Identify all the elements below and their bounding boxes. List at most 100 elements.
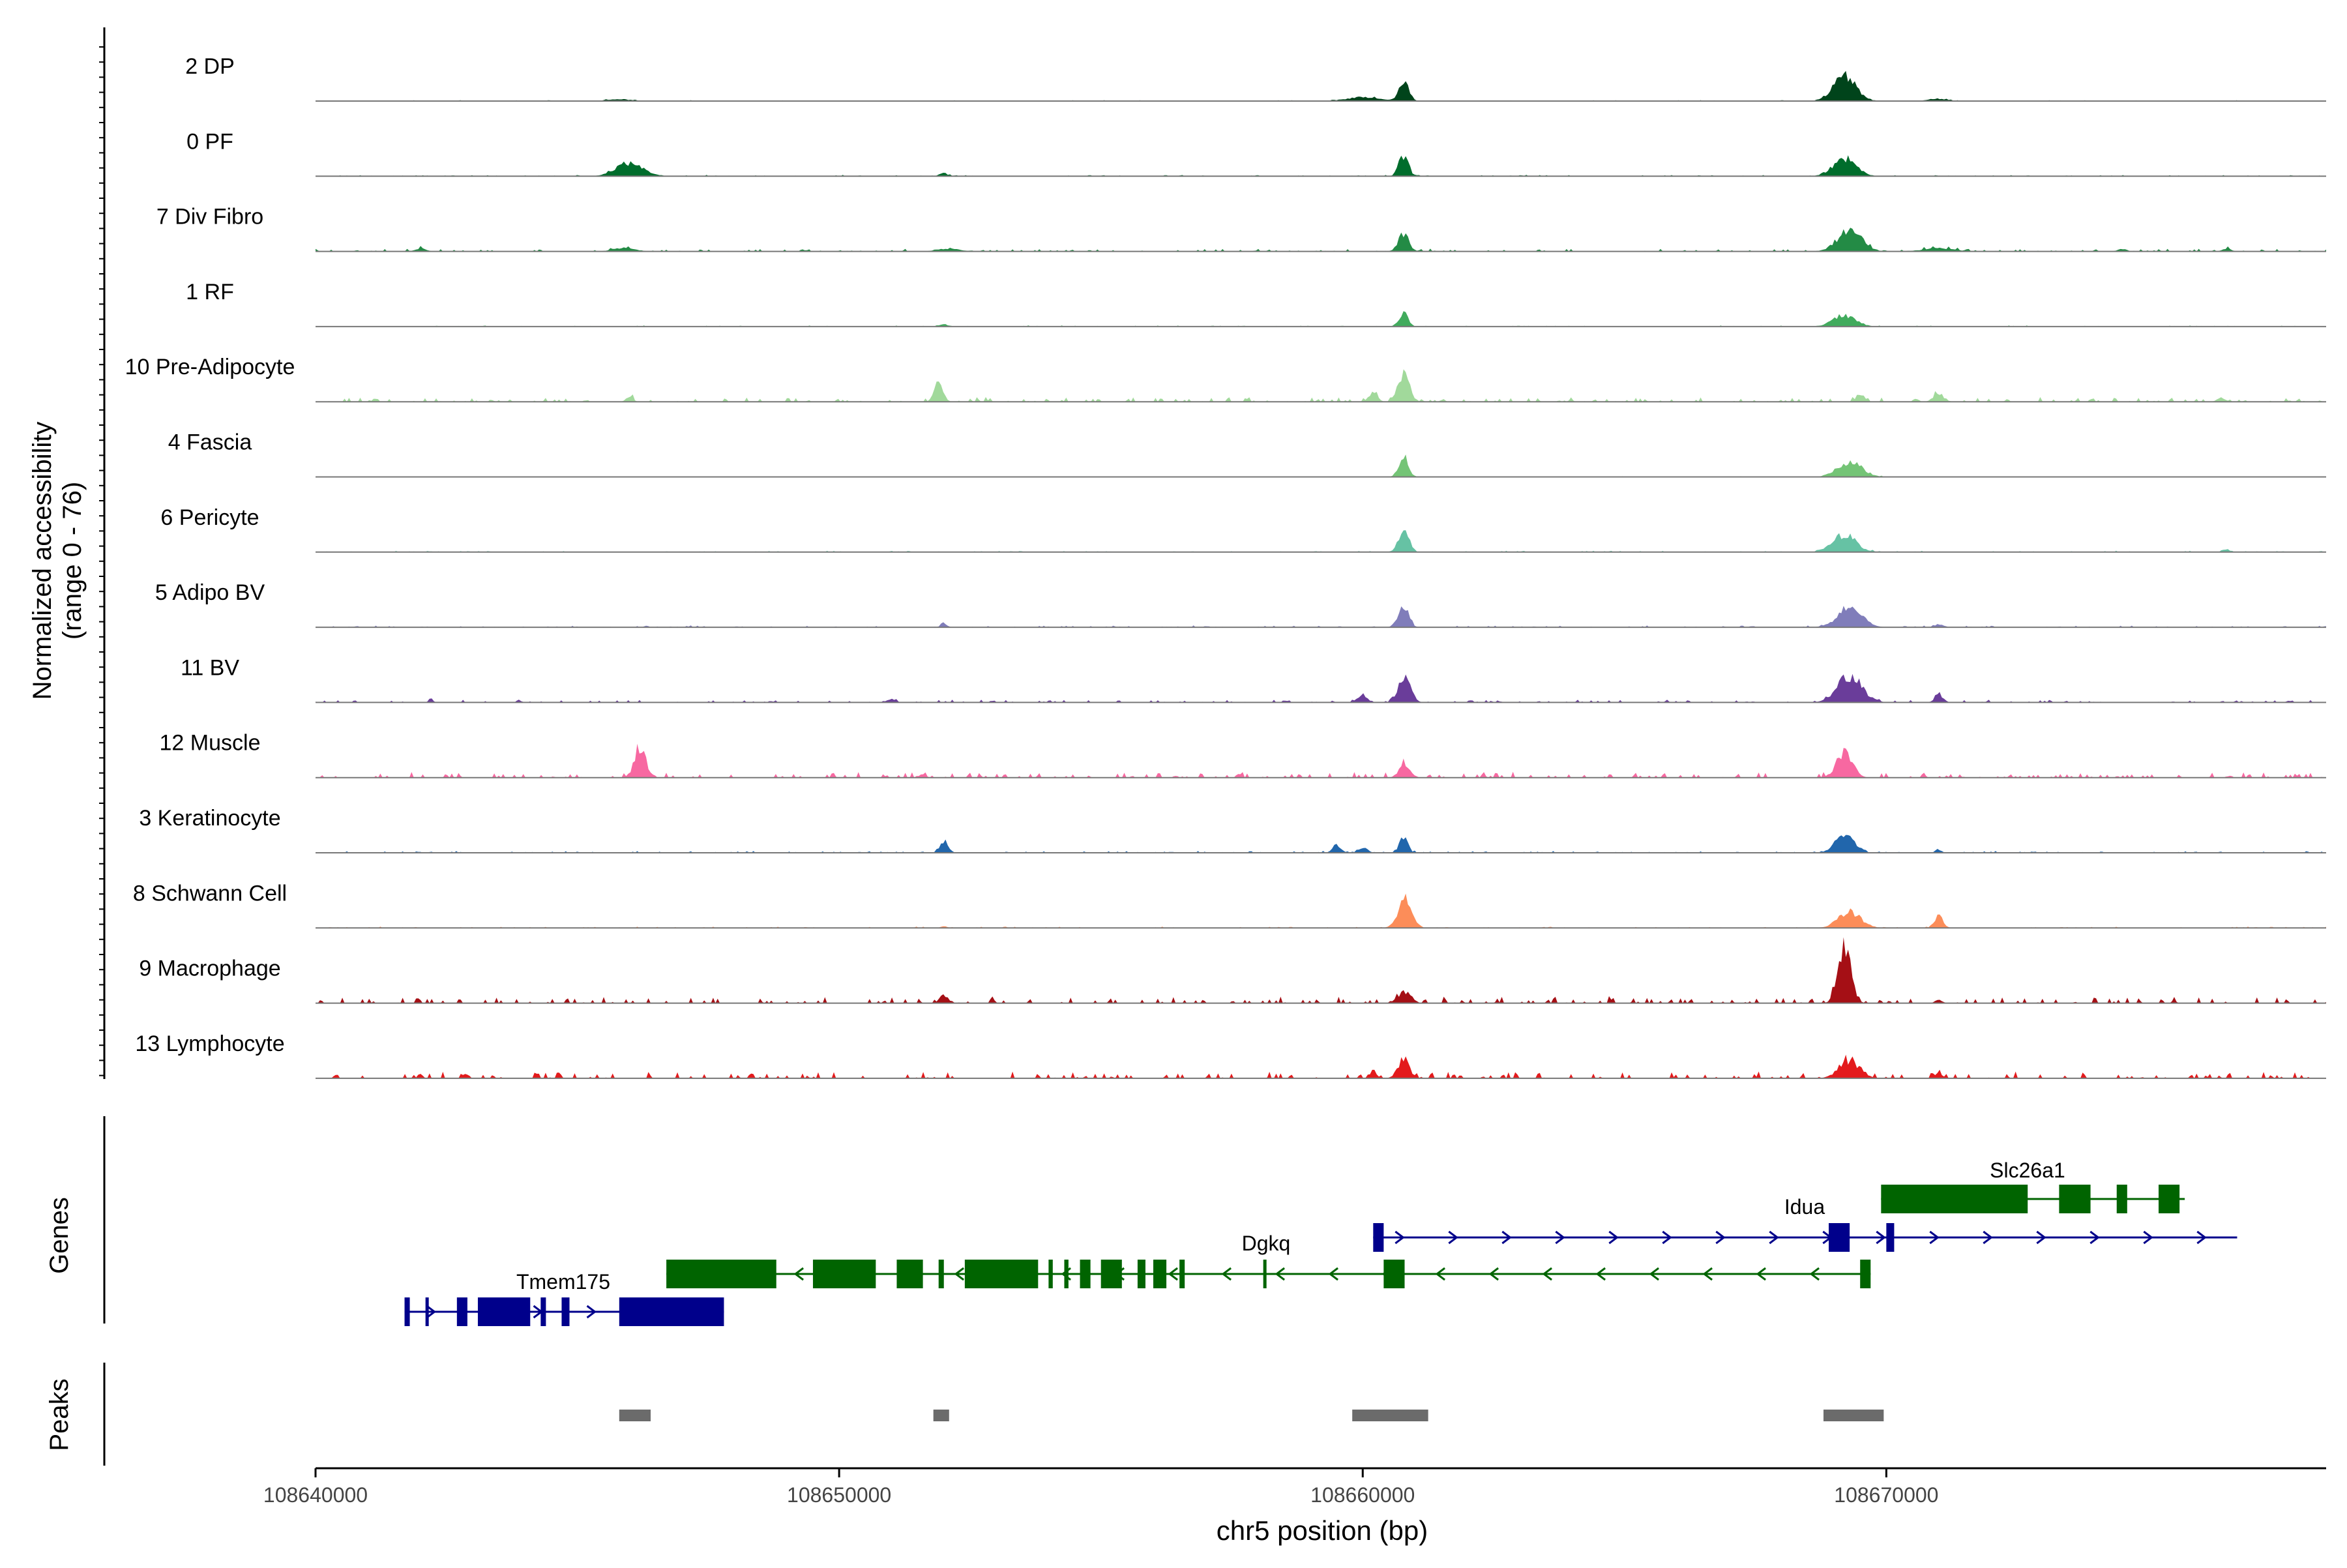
gene-slc26a1: Slc26a1 — [1881, 1159, 2185, 1213]
x-axis: 108640000 108650000 108660000 108670000 — [263, 1467, 2326, 1507]
track-label: 13 Lymphocyte — [135, 1031, 284, 1056]
gene-exon — [561, 1297, 570, 1326]
track-12-muscle: 12 Muscle — [160, 731, 2326, 778]
peak-region — [1352, 1410, 1428, 1421]
peak-region — [933, 1410, 949, 1421]
peaks-panel — [103, 1363, 1884, 1466]
gene-exon — [2059, 1185, 2091, 1213]
strand-arrow — [1662, 1230, 1672, 1245]
gene-exon — [1179, 1260, 1185, 1288]
gene-exon — [477, 1297, 531, 1326]
strand-arrow — [1448, 1230, 1458, 1245]
gene-exon — [1137, 1260, 1145, 1288]
strand-arrow — [1595, 1267, 1606, 1281]
strand-arrow — [1715, 1230, 1726, 1245]
strand-arrow — [1328, 1267, 1338, 1281]
track-10-pre-adipocyte: 10 Pre-Adipocyte — [125, 355, 2326, 403]
strand-arrow — [1876, 1230, 1886, 1245]
gene-exon — [1263, 1260, 1267, 1288]
gene-exon — [2116, 1185, 2127, 1213]
gene-tmem175: Tmem175 — [404, 1270, 724, 1326]
strand-arrow — [793, 1267, 804, 1281]
coverage-area — [316, 454, 2326, 477]
strand-arrow — [1702, 1267, 1713, 1281]
track-label: 6 Pericyte — [160, 505, 259, 530]
track-7-div-fibro: 7 Div Fibro — [156, 205, 2326, 252]
gene-exon — [456, 1297, 467, 1326]
gene-exon — [1829, 1223, 1850, 1252]
strand-arrow — [1542, 1267, 1552, 1281]
coverage-area — [316, 835, 2326, 853]
strand-arrow — [1756, 1267, 1766, 1281]
strand-arrow — [2089, 1230, 2100, 1245]
x-tick-label: 108660000 — [1310, 1483, 1415, 1507]
y-axis-title-line1: Normalized accessibility — [28, 422, 57, 700]
track-8-schwann-cell: 8 Schwann Cell — [133, 881, 2326, 929]
strand-arrow — [1221, 1267, 1232, 1281]
coverage-area — [316, 1054, 2326, 1078]
strand-arrow — [1275, 1267, 1285, 1281]
strand-arrow — [1435, 1267, 1445, 1281]
strand-arrow — [2036, 1230, 2046, 1245]
strand-arrow — [2143, 1230, 2153, 1245]
gene-label: Slc26a1 — [1990, 1159, 2065, 1182]
coverage-area — [316, 743, 2326, 778]
track-4-fascia: 4 Fascia — [168, 430, 2326, 478]
track-0-pf: 0 PF — [186, 129, 2326, 177]
strand-arrow — [1608, 1230, 1619, 1245]
strand-arrow — [1809, 1267, 1820, 1281]
genes-panel-title: Genes — [45, 1197, 74, 1274]
track-6-pericyte: 6 Pericyte — [160, 505, 2326, 553]
gene-exon — [425, 1297, 429, 1326]
x-axis-title: chr5 position (bp) — [1217, 1515, 1428, 1546]
track-11-bv: 11 BV — [181, 655, 2326, 703]
gene-exon — [1886, 1223, 1895, 1252]
coverage-tracks: 2 DP 0 PF 7 Div Fibro 1 RF 10 Pre-Adipocyte 4… — [99, 27, 2326, 1079]
strand-arrow — [1555, 1230, 1565, 1245]
track-3-keratinocyte: 3 Keratinocyte — [139, 806, 2326, 853]
gene-label: Idua — [1784, 1195, 1825, 1219]
strand-arrow — [1983, 1230, 1993, 1245]
coverage-area — [316, 311, 2326, 327]
coverage-area — [316, 673, 2326, 703]
coverage-area — [316, 369, 2326, 402]
gene-idua: Idua — [1373, 1195, 2237, 1252]
track-2-dp: 2 DP — [185, 54, 2326, 102]
gene-exon — [1048, 1260, 1053, 1288]
coverage-area — [316, 937, 2326, 1003]
strand-arrow — [1168, 1267, 1178, 1281]
strand-arrow — [1649, 1267, 1659, 1281]
track-label: 10 Pre-Adipocyte — [125, 355, 295, 379]
strand-arrow — [1929, 1230, 1940, 1245]
gene-exon — [666, 1260, 776, 1288]
track-label: 9 Macrophage — [139, 956, 280, 981]
strand-arrow — [1395, 1230, 1405, 1245]
track-label: 7 Div Fibro — [156, 205, 263, 229]
gene-exon — [938, 1260, 944, 1288]
strand-arrow — [586, 1305, 597, 1319]
coverage-area — [316, 155, 2326, 177]
gene-dgkq: Dgkq — [666, 1232, 1871, 1288]
peaks-panel-title: Peaks — [45, 1378, 74, 1451]
track-label: 1 RF — [186, 280, 234, 304]
strand-arrow — [1501, 1230, 1512, 1245]
track-label: 12 Muscle — [160, 731, 261, 756]
gene-exon — [1860, 1260, 1871, 1288]
coverage-area — [316, 606, 2326, 628]
track-label: 2 DP — [185, 54, 235, 79]
track-label: 5 Adipo BV — [155, 580, 265, 605]
gene-exon — [1383, 1260, 1405, 1288]
gene-exon — [1881, 1185, 2028, 1213]
track-1-rf: 1 RF — [186, 280, 2326, 327]
gene-exon — [404, 1297, 410, 1326]
y-axis-title-line2: (range 0 - 76) — [58, 482, 87, 640]
coverage-area — [316, 70, 2326, 101]
strand-arrow — [1488, 1267, 1499, 1281]
x-tick-label: 108640000 — [263, 1483, 368, 1507]
strand-arrow — [426, 1305, 437, 1319]
gene-exon — [540, 1297, 546, 1326]
track-label: 3 Keratinocyte — [139, 806, 280, 831]
peak-region — [619, 1410, 651, 1421]
